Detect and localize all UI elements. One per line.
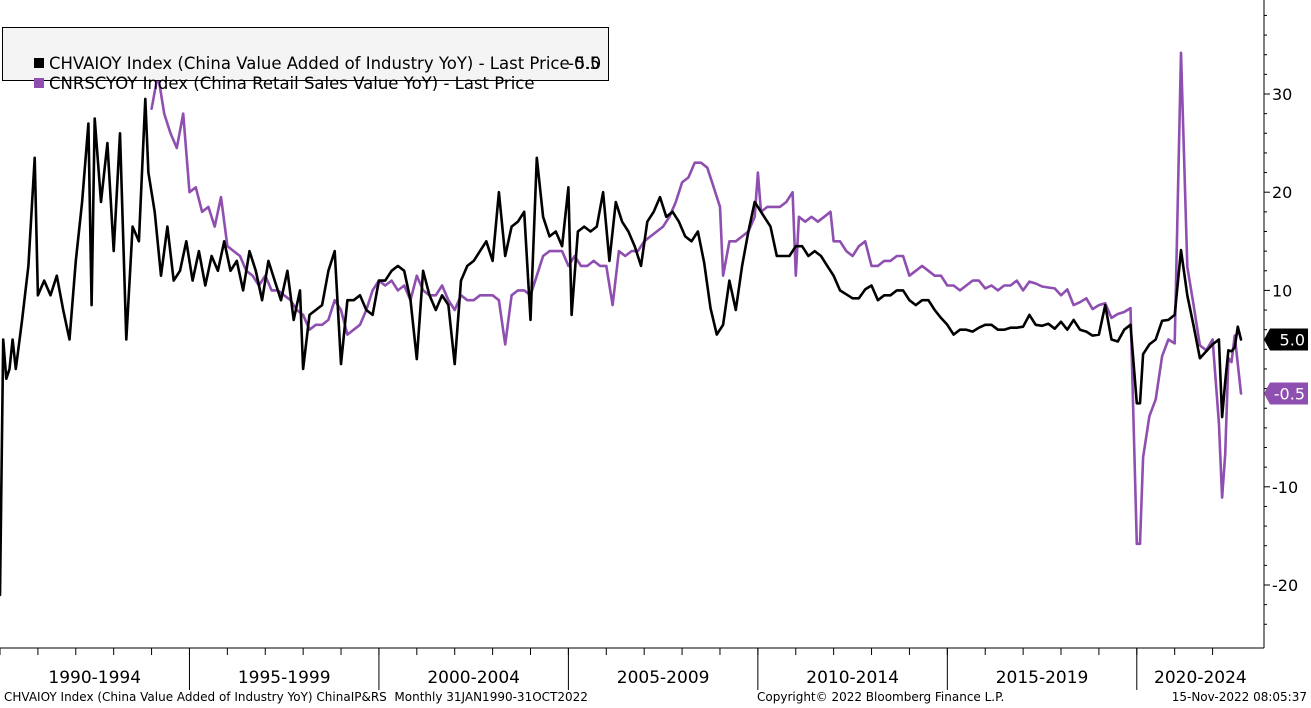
axes: 30 20 10 -10 -20 [0, 0, 1298, 690]
last-price-label-cnrscyoy: -0.5 [1264, 382, 1308, 405]
x-period-label: 2005-2009 [616, 668, 710, 688]
last-price-marker [1264, 382, 1308, 405]
legend-ticker: CHVAIOY Index [48, 54, 173, 73]
last-price-text: -0.5 [1274, 385, 1305, 404]
y-tick-label: -20 [1272, 576, 1298, 595]
legend-description: (China Value Added of Industry YoY) [177, 54, 474, 73]
y-tick-label: 20 [1272, 183, 1292, 202]
legend-swatch-chvaioy [33, 58, 44, 68]
legend-price-label: - Last Price [478, 54, 570, 73]
x-period-label: 2000-2004 [427, 668, 520, 688]
legend-ticker: CNRSCYOY Index [48, 74, 189, 93]
legend-description: (China Retail Sales Value YoY) [193, 74, 439, 93]
footer-copyright: Copyright© 2022 Bloomberg Finance L.P. [757, 690, 1005, 704]
legend-entry-chvaioy: CHVAIOY Index (China Value Added of Indu… [13, 34, 601, 94]
series-line-cnrscyoy [150, 51, 1243, 546]
legend-last-price: 5.0 [574, 54, 602, 73]
x-period-label: 2015-2019 [995, 668, 1089, 688]
y-tick-label: 30 [1272, 85, 1292, 104]
x-period-label: 1990-1994 [48, 668, 142, 688]
legend-price-label: - Last Price [443, 74, 535, 93]
last-price-text: 5.0 [1280, 331, 1305, 350]
x-period-label: 1995-1999 [237, 668, 331, 688]
x-period-label: 2020-2024 [1154, 668, 1247, 688]
last-price-labels: 5.0 -0.5 [1264, 328, 1308, 405]
series-layer [0, 51, 1243, 597]
last-price-marker [1264, 328, 1308, 351]
footer-description: CHVAIOY Index (China Value Added of Indu… [4, 690, 588, 704]
legend-last-price: -0.5 [568, 54, 601, 73]
x-period-label: 2010-2014 [806, 668, 899, 688]
footer-timestamp: 15-Nov-2022 08:05:37 [1171, 690, 1307, 704]
legend-swatch-cnrscyoy [33, 78, 44, 88]
legend: CHVAIOY Index (China Value Added of Indu… [2, 27, 609, 93]
y-tick-label: -10 [1272, 478, 1298, 497]
legend-entry-cnrscyoy: CNRSCYOY Index (China Retail Sales Value… [13, 54, 600, 134]
last-price-label-chvaioy: 5.0 [1264, 328, 1308, 351]
series-line-chvaioy [0, 97, 1243, 597]
y-tick-label: 10 [1272, 281, 1292, 300]
